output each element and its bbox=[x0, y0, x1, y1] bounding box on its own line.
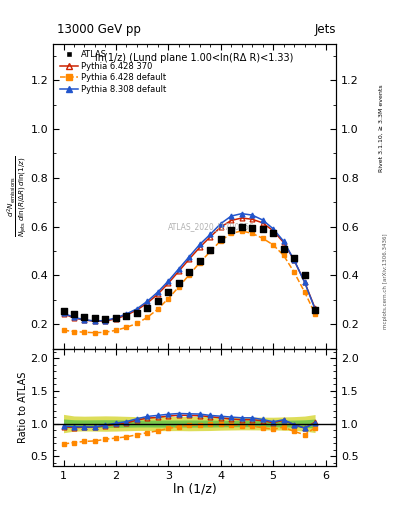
Point bbox=[71, 310, 77, 318]
Legend: ATLAS, Pythia 6.428 370, Pythia 6.428 default, Pythia 8.308 default: ATLAS, Pythia 6.428 370, Pythia 6.428 de… bbox=[57, 48, 169, 96]
Point bbox=[113, 314, 119, 322]
Text: Rivet 3.1.10, ≥ 3.3M events: Rivet 3.1.10, ≥ 3.3M events bbox=[379, 84, 384, 172]
Point bbox=[270, 228, 276, 237]
Point bbox=[165, 288, 171, 296]
Point bbox=[239, 222, 245, 230]
Point bbox=[249, 224, 255, 232]
Text: ATLAS_2020_I1790256: ATLAS_2020_I1790256 bbox=[168, 222, 255, 231]
Point bbox=[155, 297, 161, 305]
Point bbox=[81, 313, 88, 321]
Point bbox=[196, 257, 203, 265]
Y-axis label: $\frac{d^2 N_\mathrm{emissions}}{N_\mathrm{jets}\,d\ln(R/\Delta R)\,d\ln(1/z)}$: $\frac{d^2 N_\mathrm{emissions}}{N_\math… bbox=[6, 155, 29, 237]
X-axis label: ln (1/z): ln (1/z) bbox=[173, 482, 217, 495]
Point bbox=[92, 314, 98, 322]
Y-axis label: Ratio to ATLAS: Ratio to ATLAS bbox=[18, 372, 28, 443]
Point bbox=[218, 234, 224, 243]
Text: ln(1/z) (Lund plane 1.00<ln(RΔ R)<1.33): ln(1/z) (Lund plane 1.00<ln(RΔ R)<1.33) bbox=[95, 53, 294, 62]
Point bbox=[134, 309, 140, 317]
Text: 13000 GeV pp: 13000 GeV pp bbox=[57, 23, 141, 36]
Point bbox=[123, 311, 130, 319]
Point bbox=[144, 304, 151, 312]
Point bbox=[291, 254, 297, 262]
Text: Jets: Jets bbox=[314, 23, 336, 36]
Point bbox=[281, 244, 287, 252]
Text: mcplots.cern.ch [arXiv:1306.3436]: mcplots.cern.ch [arXiv:1306.3436] bbox=[384, 234, 388, 329]
Point bbox=[228, 226, 234, 234]
Point bbox=[176, 279, 182, 287]
Point bbox=[61, 307, 67, 315]
Point bbox=[301, 271, 308, 280]
Point bbox=[102, 315, 108, 324]
Point bbox=[207, 246, 213, 254]
Point bbox=[312, 306, 318, 314]
Point bbox=[259, 225, 266, 233]
Point bbox=[186, 268, 193, 276]
